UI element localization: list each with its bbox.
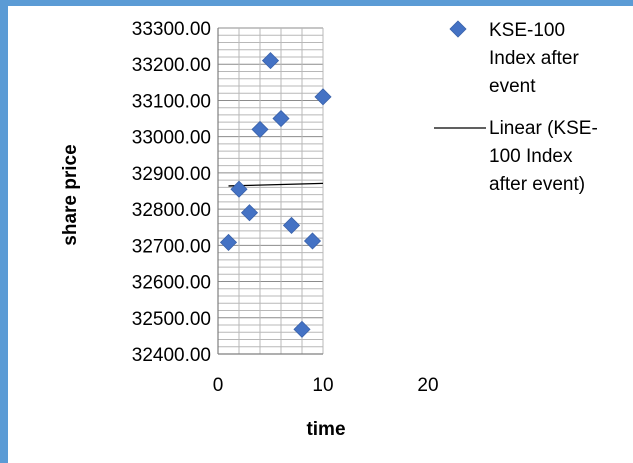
x-tick-label: 10 — [312, 375, 333, 396]
data-point — [282, 216, 301, 234]
data-point — [230, 180, 248, 198]
y-tick-label: 33200.00 — [132, 55, 211, 76]
trendline-layer — [228, 182, 324, 187]
data-point — [314, 88, 332, 106]
x-tick-labels: 0 10 20 — [213, 375, 439, 396]
y-tick-label: 32800.00 — [132, 200, 211, 221]
y-tick-label: 32600.00 — [132, 273, 211, 294]
data-points — [219, 52, 332, 338]
chart-top-border — [0, 0, 633, 6]
legend-label-series: KSE-100 — [489, 20, 565, 41]
y-tick-labels: 32400.00 32500.00 32600.00 32700.00 32800.00… — [132, 19, 211, 366]
legend-label-series: Index after — [489, 48, 579, 69]
y-tick-label: 33000.00 — [132, 128, 211, 149]
y-tick-label: 32500.00 — [132, 309, 211, 330]
x-tick-label: 20 — [417, 375, 438, 396]
linear-trendline — [228, 182, 324, 187]
data-point — [219, 233, 238, 252]
data-point — [293, 320, 311, 338]
data-point — [251, 120, 269, 138]
y-tick-label: 33300.00 — [132, 19, 211, 40]
legend-label-trendline: 100 Index — [489, 146, 573, 167]
y-axis-title: share price — [60, 144, 81, 245]
data-point — [272, 109, 290, 128]
x-axis-title: time — [306, 419, 345, 440]
y-tick-label: 32900.00 — [132, 164, 211, 185]
y-tick-label: 32400.00 — [132, 345, 211, 366]
legend-label-trendline: after event) — [489, 174, 585, 195]
legend-label-trendline: Linear (KSE- — [489, 118, 598, 139]
chart-left-border — [0, 0, 8, 463]
legend-label-series: event — [489, 76, 536, 97]
data-point — [261, 52, 280, 70]
x-tick-label: 0 — [213, 375, 224, 396]
y-tick-label: 33100.00 — [132, 91, 211, 112]
data-point — [240, 204, 259, 222]
legend: KSE-100 Index after event Linear (KSE- 100 I… — [434, 20, 598, 195]
data-point — [303, 232, 322, 250]
y-tick-label: 32700.00 — [132, 236, 211, 257]
legend-diamond-symbol — [449, 20, 467, 38]
axes — [217, 28, 323, 355]
